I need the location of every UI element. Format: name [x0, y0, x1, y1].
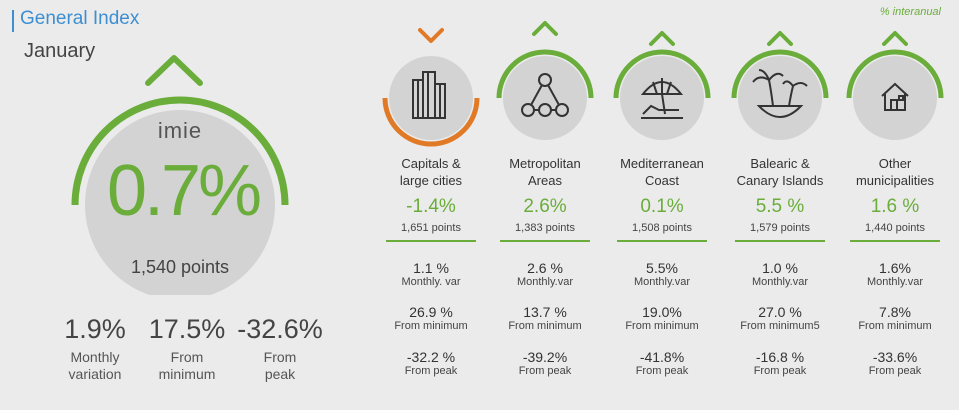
category-points: 1,508 points: [632, 222, 692, 234]
category-name: Mediterranean Coast: [620, 156, 704, 188]
stat-from-minimum: 27.0 % From minimum5: [740, 304, 820, 332]
stat-from-minimum: 19.0% From minimum: [625, 304, 699, 332]
title-accent-bar: [12, 10, 14, 32]
category-gauge: [382, 28, 480, 147]
trend-up-icon: [532, 21, 558, 36]
stat-from-minimum: 7.8% From minimum: [858, 304, 932, 332]
main-stat-from-peak: -32.6% From peak: [235, 314, 325, 383]
buildings-icon: [412, 71, 446, 119]
stat-monthly: 2.6 % Monthly.var: [516, 260, 574, 288]
category-name: Capitals & large cities: [399, 156, 463, 188]
category-value: 5.5 %: [755, 196, 805, 217]
divider: [850, 240, 940, 242]
stat-from-minimum: 26.9 % From minimum: [394, 304, 468, 332]
category-gauge: [613, 31, 711, 140]
category-name: Other municipalities: [855, 156, 935, 188]
stat-monthly: 1.0 % Monthly.var: [751, 260, 809, 288]
trend-up-icon: [767, 31, 793, 46]
palm-island-icon: [752, 69, 808, 118]
page-title: General Index: [20, 8, 140, 29]
stat-monthly: 1.6% Monthly.var: [866, 260, 924, 288]
imie-logo: imie: [157, 118, 203, 143]
trend-down-icon: [418, 28, 444, 43]
stat-from-peak: -41.8% From peak: [635, 349, 689, 377]
stat-from-peak: -39.2% From peak: [518, 349, 572, 377]
category-islands: Balearic & Canary Islands 5.5 % 1,579 poi…: [725, 0, 835, 410]
category-name: Metropolitan Areas: [509, 156, 581, 188]
stat-monthly: 1.1 % Monthly. var: [401, 260, 461, 288]
main-stat-value: -32.6%: [237, 314, 323, 344]
category-metropolitan: Metropolitan Areas 2.6% 1,383 points 2.6 …: [490, 0, 600, 410]
stat-from-peak: -16.8 % From peak: [753, 349, 807, 377]
divider: [500, 240, 590, 242]
category-value: 1.6 %: [870, 196, 920, 217]
beach-umbrella-icon: [640, 78, 684, 119]
main-stat-monthly: 1.9% Monthly variation: [50, 314, 140, 383]
main-stat-label: Monthly variation: [68, 349, 122, 382]
divider: [735, 240, 825, 242]
interannual-note: % interanual: [879, 6, 941, 18]
main-stat-label: From peak: [263, 349, 297, 382]
category-name: Balearic & Canary Islands: [736, 156, 824, 188]
main-stat-from-minimum: 17.5% From minimum: [142, 314, 232, 383]
stat-monthly: 5.5% Monthly.var: [633, 260, 691, 288]
house-icon: [881, 82, 909, 111]
stat-from-peak: -32.2 % From peak: [404, 349, 458, 377]
category-gauge: [846, 31, 944, 140]
category-points: 1,651 points: [401, 222, 461, 234]
category-value: 2.6%: [523, 196, 567, 217]
stat-from-peak: -33.6% From peak: [868, 349, 922, 377]
category-gauge: [731, 31, 829, 140]
main-stat-value: 17.5%: [148, 314, 226, 344]
divider: [386, 240, 476, 242]
category-other: Other municipalities 1.6 % 1,440 points 1…: [840, 0, 950, 410]
category-capitals: Capitals & large cities -1.4% 1,651 point…: [376, 0, 486, 410]
main-gauge-arc: [71, 96, 289, 206]
stat-from-minimum: 13.7 % From minimum: [508, 304, 582, 332]
divider: [617, 240, 707, 242]
category-mediterranean: Mediterranean Coast 0.1% 1,508 points 5.5…: [607, 0, 717, 410]
main-points: 1,540 points: [130, 257, 230, 277]
main-gauge-circle: [85, 110, 275, 295]
category-points: 1,383 points: [515, 222, 575, 234]
main-index-value: 0.7%: [106, 151, 262, 231]
main-stat-value: 1.9%: [64, 314, 126, 344]
category-value: -1.4%: [406, 196, 456, 217]
trend-up-icon: [649, 31, 675, 46]
main-trend-up-icon: [145, 55, 203, 86]
main-gauge: [71, 55, 289, 295]
category-points: 1,440 points: [865, 222, 925, 234]
network-icon: [521, 73, 569, 117]
category-gauge: [496, 21, 594, 140]
main-stat-label: From minimum: [158, 349, 216, 382]
page-subtitle: January: [24, 40, 96, 62]
category-value: 0.1%: [640, 196, 684, 217]
category-points: 1,579 points: [750, 222, 810, 234]
trend-up-icon: [882, 31, 908, 46]
